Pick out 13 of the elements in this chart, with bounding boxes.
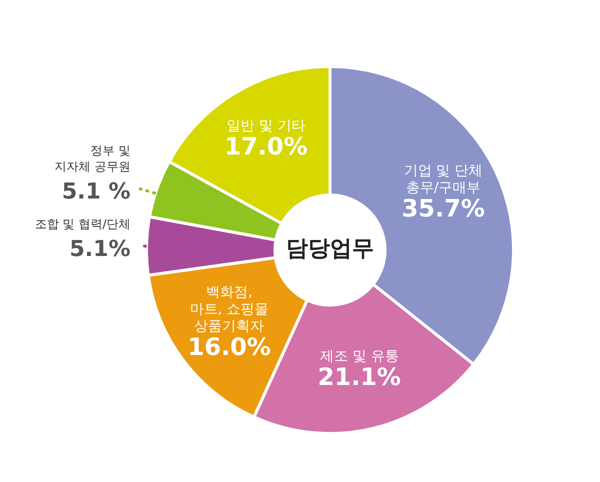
- slice-label: 백화점, 마트, 쇼핑몰 상품기획자: [190, 284, 269, 334]
- slice-label: 정부 및 지자체 공무원: [54, 143, 130, 174]
- data-label: 5.1 %: [62, 179, 130, 204]
- data-label: 16.0%: [188, 332, 271, 361]
- slice-label: 제조 및 유통: [320, 348, 399, 364]
- data-label: 21.1%: [318, 362, 401, 391]
- slice-label: 조합 및 협력/단체: [34, 216, 130, 231]
- slice-label: 기업 및 단체 총무/구매부: [404, 163, 483, 196]
- text: 담당업무: [286, 236, 374, 262]
- data-label: 17.0%: [224, 132, 308, 161]
- data-label: 35.7%: [402, 194, 485, 223]
- data-label: 5.1%: [69, 236, 130, 262]
- slice-label: 일반 및 기타: [226, 118, 306, 134]
